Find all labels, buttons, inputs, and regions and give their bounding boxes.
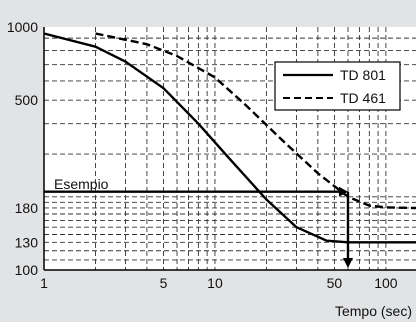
- y-tick-label: 500: [15, 92, 39, 108]
- x-tick-label: 50: [327, 275, 343, 291]
- annotation-arrowhead-down: [342, 258, 353, 268]
- legend-label-td801: TD 801: [340, 67, 386, 83]
- x-tick-label: 10: [207, 275, 223, 291]
- y-tick-label: 180: [15, 200, 39, 216]
- series-line-td461: [95, 32, 416, 210]
- x-tick-label: 5: [160, 275, 168, 291]
- esempio-annotation: [44, 186, 353, 268]
- y-tick-label: 1000: [7, 19, 38, 35]
- chart-axes: 100 130 180 500 1000 1 5 10 50 100: [7, 19, 416, 291]
- legend-box: [274, 61, 401, 111]
- x-axis-label: Tempo (sec): [335, 303, 412, 319]
- chart-legend: TD 801 TD 461: [274, 61, 401, 111]
- y-tick-label: 130: [15, 234, 39, 250]
- annotation-label-esempio: Esempio: [54, 176, 109, 192]
- x-tick-label: 100: [374, 275, 398, 291]
- x-tick-label: 1: [40, 275, 48, 291]
- y-tick-label: 100: [15, 262, 39, 278]
- chart-series: [43, 32, 416, 244]
- series-line-td801: [43, 32, 416, 244]
- legend-label-td461: TD 461: [340, 90, 386, 106]
- annotation-arrowhead-right: [338, 186, 348, 197]
